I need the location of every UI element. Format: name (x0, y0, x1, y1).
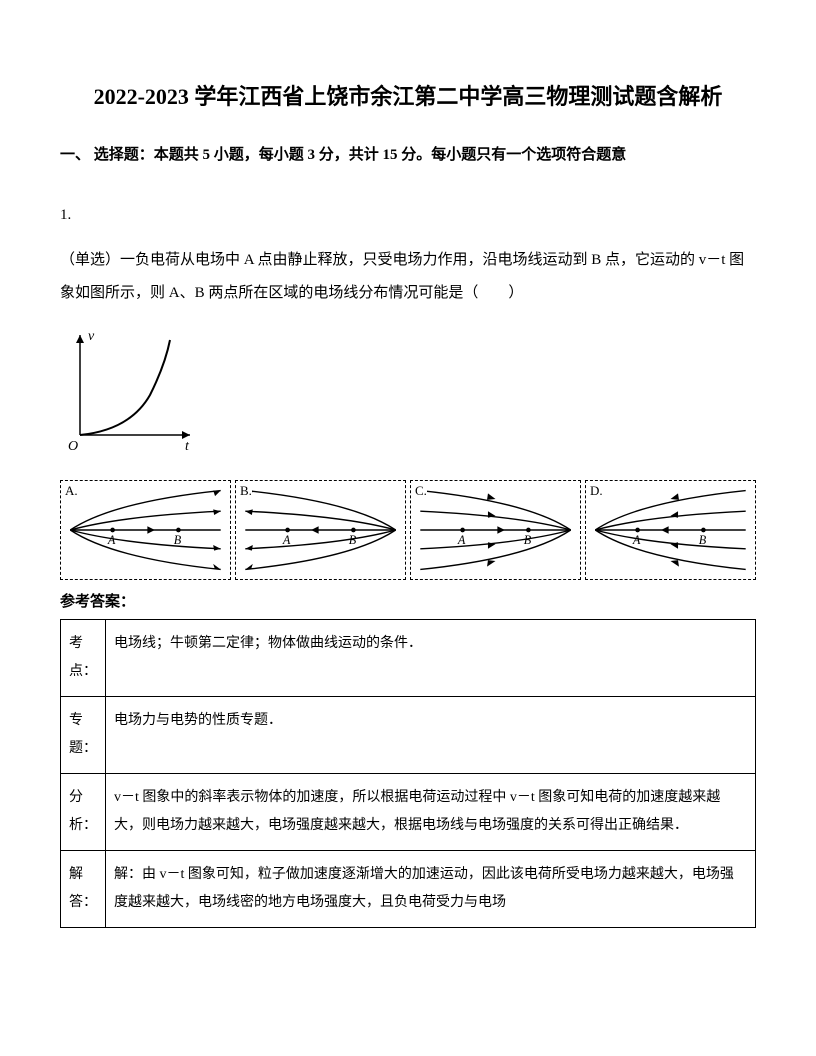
table-row: 考点： 电场线；牛顿第二定律；物体做曲线运动的条件． (61, 620, 756, 697)
option-d-label: D. (590, 483, 603, 499)
origin-label: O (68, 439, 78, 454)
option-b-label: B. (240, 483, 252, 499)
page-title: 2022-2023 学年江西省上饶市余江第二中学高三物理测试题含解析 (60, 80, 756, 113)
x-axis-label: t (185, 439, 190, 454)
section-header: 一、 选择题：本题共 5 小题，每小题 3 分，共计 15 分。每小题只有一个选… (60, 143, 756, 167)
question-number: 1. (60, 207, 756, 224)
row-content: 电场线；牛顿第二定律；物体做曲线运动的条件． (106, 620, 756, 697)
option-b[interactable]: B. A B (235, 480, 406, 580)
row-label: 考点： (61, 620, 106, 697)
svg-text:B: B (174, 533, 182, 547)
option-c-label: C. (415, 483, 427, 499)
svg-text:A: A (457, 533, 466, 547)
row-content: v－t 图象中的斜率表示物体的加速度，所以根据电荷运动过程中 v－t 图象可知电… (106, 774, 756, 851)
table-row: 解答： 解：由 v－t 图象可知，粒子做加速度逐渐增大的加速运动，因此该电荷所受… (61, 851, 756, 928)
answer-table: 考点： 电场线；牛顿第二定律；物体做曲线运动的条件． 专题： 电场力与电势的性质… (60, 619, 756, 928)
svg-text:A: A (282, 533, 291, 547)
options-row: A. A B B. (60, 480, 756, 580)
row-content: 电场力与电势的性质专题． (106, 697, 756, 774)
y-axis-label: v (88, 329, 95, 344)
answer-header: 参考答案： (60, 590, 756, 611)
row-label: 专题： (61, 697, 106, 774)
table-row: 分析： v－t 图象中的斜率表示物体的加速度，所以根据电荷运动过程中 v－t 图… (61, 774, 756, 851)
svg-text:B: B (524, 533, 532, 547)
svg-text:B: B (699, 533, 707, 547)
table-row: 专题： 电场力与电势的性质专题． (61, 697, 756, 774)
row-label: 解答： (61, 851, 106, 928)
row-content: 解：由 v－t 图象可知，粒子做加速度逐渐增大的加速运动，因此该电荷所受电场力越… (106, 851, 756, 928)
row-label: 分析： (61, 774, 106, 851)
svg-text:A: A (632, 533, 641, 547)
option-a-label: A. (65, 483, 78, 499)
option-c[interactable]: C. A B (410, 480, 581, 580)
question-text: （单选）一负电荷从电场中 A 点由静止释放，只受电场力作用，沿电场线运动到 B … (60, 244, 756, 310)
vt-graph: O t v (60, 325, 756, 460)
option-a[interactable]: A. A B (60, 480, 231, 580)
svg-text:A: A (107, 533, 116, 547)
option-d[interactable]: D. A B (585, 480, 756, 580)
svg-text:B: B (349, 533, 357, 547)
